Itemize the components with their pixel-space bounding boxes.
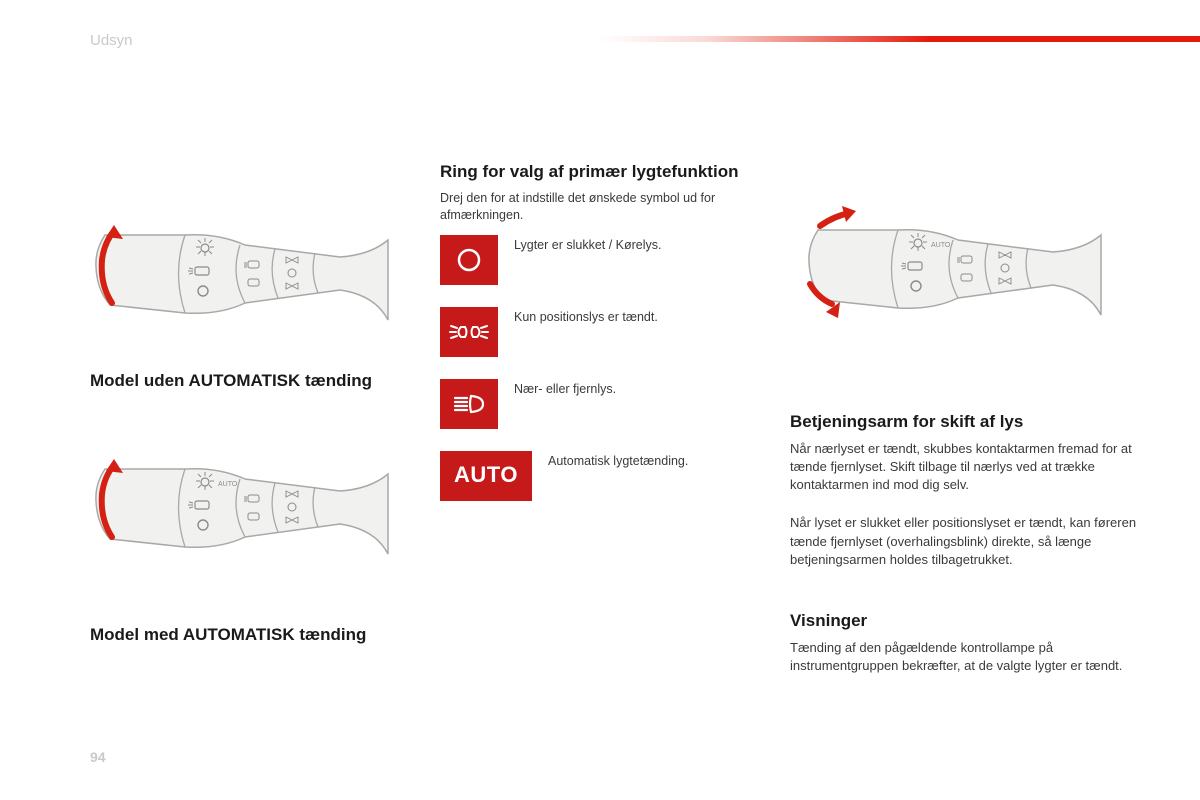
icon-row-off: Lygter er slukket / Kørelys. <box>440 235 770 285</box>
lights-off-label: Lygter er slukket / Kørelys. <box>514 235 662 255</box>
sidelights-icon <box>440 307 498 357</box>
stalk-illustration-pushpull: AUTO <box>790 180 1090 350</box>
header-accent-bar <box>600 36 1200 42</box>
sidelights-label: Kun positionslys er tændt. <box>514 307 658 327</box>
heading-displays: Visninger <box>790 609 1150 633</box>
column-left: Model uden AUTOMATISK tænding AUTO <box>90 160 420 695</box>
auto-label: Automatisk lygtetænding. <box>548 451 688 471</box>
column-right: AUTO Betjeningsarm for skift af lys Når … <box>790 160 1150 695</box>
icon-row-headlights: Nær- eller fjernlys. <box>440 379 770 429</box>
ring-description: Drej den for at indstille det ønskede sy… <box>440 190 770 225</box>
page-content: Model uden AUTOMATISK tænding AUTO <box>90 160 1130 695</box>
page-number: 94 <box>90 748 106 768</box>
headlights-icon <box>440 379 498 429</box>
lights-off-icon <box>440 235 498 285</box>
heading-control-lever: Betjeningsarm for skift af lys <box>790 410 1150 434</box>
displays-p: Tænding af den pågældende kontrollampe p… <box>790 639 1150 675</box>
stalk-illustration-auto: AUTO <box>90 429 390 579</box>
heading-model-without-auto: Model uden AUTOMATISK tænding <box>90 369 420 393</box>
stalk-illustration-basic <box>90 195 390 345</box>
auto-icon: AUTO <box>440 451 532 501</box>
section-header: Udsyn <box>90 30 133 51</box>
icon-row-sidelights: Kun positionslys er tændt. <box>440 307 770 357</box>
heading-model-with-auto: Model med AUTOMATISK tænding <box>90 623 420 647</box>
column-middle: Ring for valg af primær lygtefunktion Dr… <box>440 160 770 695</box>
control-lever-p2: Når lyset er slukket eller positionslyse… <box>790 514 1150 569</box>
headlights-label: Nær- eller fjernlys. <box>514 379 616 399</box>
svg-text:AUTO: AUTO <box>931 242 951 249</box>
icon-row-auto: AUTO Automatisk lygtetænding. <box>440 451 770 501</box>
control-lever-p1: Når nærlyset er tændt, skubbes kontaktar… <box>790 440 1150 495</box>
heading-ring-selection: Ring for valg af primær lygtefunktion <box>440 160 770 184</box>
svg-text:AUTO: AUTO <box>218 481 238 488</box>
